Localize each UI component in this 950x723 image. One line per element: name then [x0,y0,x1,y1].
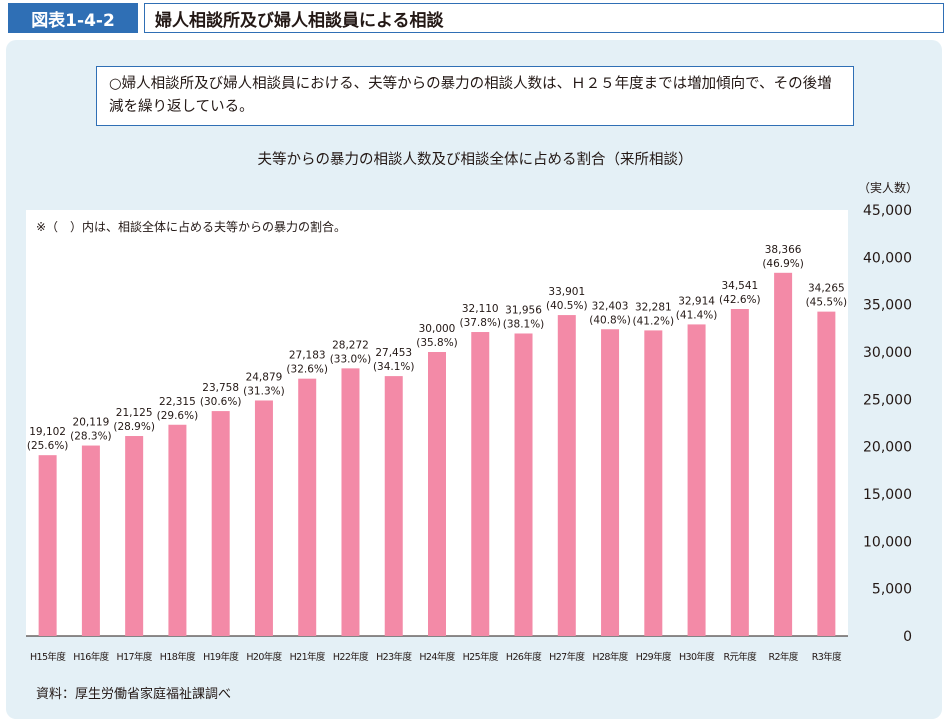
percent-label: (34.1%) [373,361,415,373]
bar [384,376,403,636]
bar [730,309,749,636]
x-tick-label: H25年度 [463,651,499,663]
bar [38,455,57,636]
value-label: 30,000 [419,323,456,335]
value-label: 33,901 [548,286,585,298]
x-tick-label: H21年度 [290,651,326,663]
x-tick-label: H15年度 [30,651,66,663]
x-tick-label: H23年度 [376,651,412,663]
percent-label: (38.1%) [503,318,545,330]
value-label: 21,125 [116,407,153,419]
percent-label: (37.8%) [459,317,501,329]
bar [644,330,663,636]
bar [601,329,620,636]
bar [81,445,100,636]
bar [774,272,793,636]
x-tick-label: H30年度 [679,651,715,663]
chart-title: 夫等からの暴力の相談人数及び相談全体に占める割合（来所相談） [257,152,693,168]
y-tick-label: 40,000 [863,250,912,266]
percent-label: (33.0%) [330,353,372,365]
percent-label: (45.5%) [806,297,848,309]
y-tick-label: 45,000 [863,203,912,219]
value-label: 23,758 [202,382,239,394]
bar [125,436,144,636]
percent-label: (40.8%) [589,314,631,326]
value-label: 34,265 [808,283,845,295]
x-tick-label: H17年度 [117,651,153,663]
percent-label: (41.2%) [633,315,675,327]
figure-header: 図表1-4-2 婦人相談所及び婦人相談員による相談 [0,0,950,36]
bar [471,332,490,636]
y-tick-label: 0 [903,629,912,645]
figure-title: 婦人相談所及び婦人相談員による相談 [144,3,944,33]
x-tick-label: H19年度 [203,651,239,663]
x-tick-label: H20年度 [246,651,282,663]
y-axis-unit: （実人数） [858,181,919,195]
x-tick-label: H22年度 [333,651,369,663]
y-tick-label: 20,000 [863,440,912,456]
x-tick-label: R3年度 [812,651,842,663]
value-label: 20,119 [73,417,110,429]
percent-label: (35.8%) [416,337,458,349]
percent-label: (41.4%) [676,309,718,321]
bar [254,400,273,636]
bar [168,424,187,636]
percent-label: (29.6%) [157,410,199,422]
value-label: 32,110 [462,303,499,315]
x-tick-label: H28年度 [592,651,628,663]
chart-note: ※（ ）内は、相談全体に占める夫等からの暴力の割合。 [36,220,347,234]
x-tick-label: H29年度 [636,651,672,663]
percent-label: (42.6%) [719,294,761,306]
y-tick-label: 10,000 [863,534,912,550]
bar [687,324,706,636]
value-label: 24,879 [246,371,283,383]
percent-label: (40.5%) [546,300,588,312]
figure-label: 図表1-4-2 [8,3,138,33]
bar [211,411,230,636]
x-tick-label: H16年度 [73,651,109,663]
source-note: 資料：厚生労働省家庭福祉課調べ [36,687,232,702]
bar [428,352,446,636]
y-tick-label: 30,000 [863,345,912,361]
y-tick-label: 35,000 [863,298,912,314]
bar [557,315,576,636]
x-tick-label: H26年度 [506,651,542,663]
y-tick-label: 5,000 [872,582,912,598]
x-tick-label: H27年度 [549,651,585,663]
percent-label: (28.3%) [70,431,112,443]
y-tick-label: 25,000 [863,392,912,408]
value-label: 34,541 [721,280,758,292]
summary-box: ○婦人相談所及び婦人相談員における、夫等からの暴力の相談人数は、Ｈ２５年度までは… [96,66,854,126]
x-tick-label: H24年度 [419,651,455,663]
value-label: 31,956 [505,304,542,316]
value-label: 19,102 [29,426,66,438]
percent-label: (31.3%) [243,385,285,397]
value-label: 22,315 [159,396,196,408]
percent-label: (32.6%) [286,364,328,376]
value-label: 32,281 [635,301,672,313]
y-tick-label: 15,000 [863,487,912,503]
value-label: 28,272 [332,339,369,351]
value-label: 32,403 [592,300,629,312]
bar [298,378,317,636]
bar [514,333,533,636]
value-label: 27,183 [289,350,326,362]
value-label: 32,914 [678,295,715,307]
x-tick-label: R2年度 [768,651,798,663]
percent-label: (25.6%) [27,440,69,452]
x-tick-label: R元年度 [723,651,757,663]
bar [341,368,360,636]
percent-label: (30.6%) [200,396,242,408]
percent-label: (46.9%) [762,258,804,270]
percent-label: (28.9%) [113,421,155,433]
value-label: 27,453 [375,347,412,359]
value-label: 38,366 [765,244,802,256]
x-tick-label: H18年度 [160,651,196,663]
bar [817,311,836,636]
